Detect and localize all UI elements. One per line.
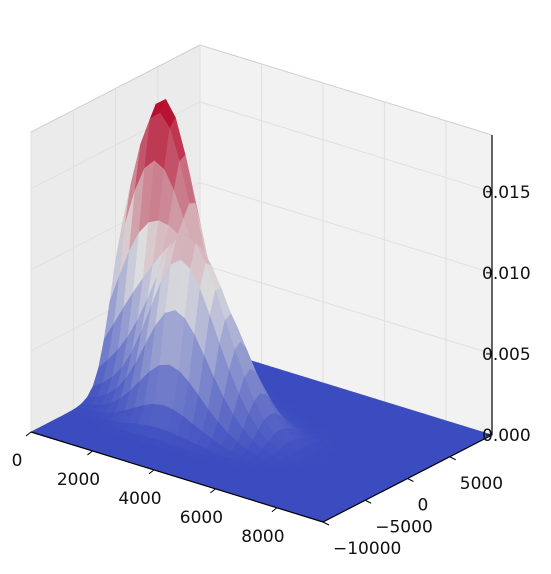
y-tick-label: −5000: [375, 517, 433, 537]
x-tick-label: 8000: [241, 527, 284, 547]
x-tick-mark: [87, 450, 93, 456]
z-tick-label: 0.010: [482, 264, 531, 284]
x-tick-label: 0: [12, 451, 23, 471]
y-tick-label: 0: [418, 496, 429, 516]
y-tick-label: 5000: [460, 474, 503, 494]
y-tick-mark: [449, 456, 456, 461]
x-tick-mark: [210, 488, 216, 494]
y-tick-mark: [322, 521, 330, 526]
x-tick-mark: [25, 431, 32, 437]
x-tick-mark: [271, 507, 278, 513]
x-tick-label: 2000: [57, 470, 100, 490]
x-tick-label: 6000: [180, 508, 223, 528]
x-tick-mark: [148, 469, 155, 475]
z-tick-label: 0.005: [482, 345, 531, 365]
y-tick-mark: [407, 478, 414, 482]
y-tick-label: −10000: [333, 539, 401, 559]
z-tick-label: 0.015: [482, 183, 531, 203]
y-tick-mark: [365, 499, 372, 504]
z-tick-label: 0.000: [482, 426, 531, 446]
x-axis-line: [30, 431, 324, 523]
x-tick-label: 4000: [118, 489, 161, 509]
